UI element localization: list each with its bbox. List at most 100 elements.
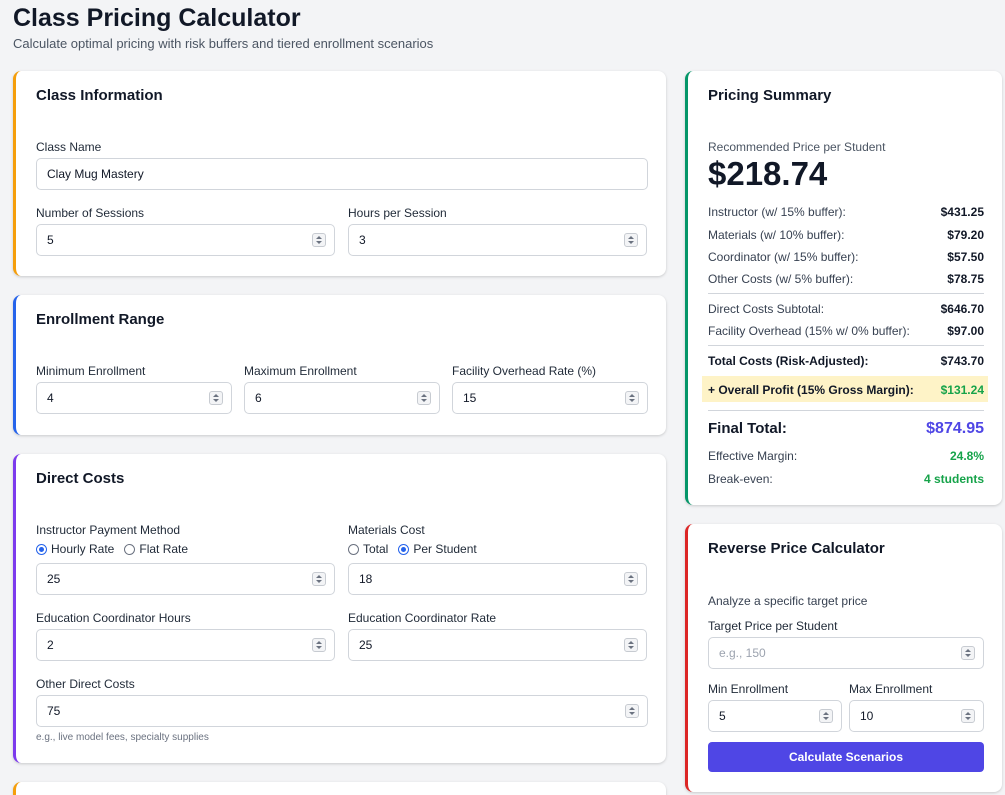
class-name-label: Class Name — [36, 140, 102, 154]
flat-rate-label: Flat Rate — [139, 542, 189, 556]
spinner-icon[interactable] — [625, 704, 639, 718]
target-price-placeholder: e.g., 150 — [719, 646, 766, 660]
divider — [708, 293, 984, 294]
materials-cost-group: Total Per Student — [348, 542, 477, 556]
divider — [708, 345, 984, 346]
materials-cost-row: Materials (w/ 10% buffer): $79.20 — [708, 228, 984, 242]
class-name-input[interactable]: Clay Mug Mastery — [36, 158, 648, 190]
coordinator-rate-input[interactable]: 25 — [348, 629, 647, 661]
row-value: $431.25 — [940, 205, 984, 219]
spinner-icon[interactable] — [209, 391, 223, 405]
max-enrollment-input[interactable]: 6 — [244, 382, 440, 414]
row-label: Coordinator (w/ 15% buffer): — [708, 250, 859, 264]
max-enrollment-value: 6 — [255, 391, 262, 405]
target-price-input[interactable]: e.g., 150 — [708, 637, 984, 669]
coordinator-hours-value: 2 — [47, 638, 54, 652]
page-title: Class Pricing Calculator — [13, 4, 301, 32]
final-total-row: Final Total: $874.95 — [708, 420, 984, 438]
coordinator-cost-row: Coordinator (w/ 15% buffer): $57.50 — [708, 250, 984, 264]
spinner-icon[interactable] — [624, 638, 638, 652]
max-enrollment-label: Maximum Enrollment — [244, 364, 357, 378]
hours-input[interactable]: 3 — [348, 224, 647, 256]
coordinator-rate-label: Education Coordinator Rate — [348, 611, 497, 625]
other-costs-label: Other Direct Costs — [36, 677, 135, 691]
spinner-icon[interactable] — [961, 646, 975, 660]
coordinator-rate-value: 25 — [359, 638, 373, 652]
spinner-icon[interactable] — [624, 572, 638, 586]
row-value: $78.75 — [947, 272, 984, 286]
sessions-value: 5 — [47, 233, 54, 247]
spinner-icon[interactable] — [961, 709, 975, 723]
spinner-icon[interactable] — [625, 391, 639, 405]
coordinator-hours-input[interactable]: 2 — [36, 629, 335, 661]
profit-row: + Overall Profit (15% Gross Margin): $13… — [708, 383, 984, 397]
row-label: Materials (w/ 10% buffer): — [708, 228, 845, 242]
total-costs-row: Total Costs (Risk-Adjusted): $743.70 — [708, 354, 984, 368]
hourly-rate-radio[interactable] — [36, 543, 47, 555]
card-title: Direct Costs — [36, 470, 125, 487]
reverse-min-value: 5 — [719, 709, 726, 723]
reverse-description: Analyze a specific target price — [708, 594, 868, 608]
break-even-row: Break-even: 4 students — [708, 472, 984, 486]
materials-cost-input[interactable]: 18 — [348, 563, 647, 595]
row-value: $97.00 — [947, 324, 984, 338]
sessions-input[interactable]: 5 — [36, 224, 335, 256]
per-student-label: Per Student — [413, 542, 477, 556]
overhead-rate-value: 15 — [463, 391, 477, 405]
min-enrollment-label: Minimum Enrollment — [36, 364, 146, 378]
row-label: Final Total: — [708, 420, 787, 437]
spinner-icon[interactable] — [312, 233, 326, 247]
flat-rate-radio[interactable] — [124, 543, 136, 555]
enrollment-range-card: Enrollment Range Minimum Enrollment 4 Ma… — [13, 295, 666, 435]
instructor-method-group: Hourly Rate Flat Rate — [36, 542, 188, 556]
reverse-max-enrollment-input[interactable]: 10 — [849, 700, 984, 732]
card-title: Class Information — [36, 87, 163, 104]
materials-cost-label: Materials Cost — [348, 523, 425, 537]
total-label: Total — [363, 542, 389, 556]
min-enrollment-value: 4 — [47, 391, 54, 405]
reverse-price-card: Reverse Price Calculator Analyze a speci… — [685, 524, 1002, 792]
per-student-radio[interactable] — [398, 543, 410, 555]
other-costs-hint: e.g., live model fees, specialty supplie… — [36, 732, 209, 743]
min-enrollment-label: Min Enrollment — [708, 682, 789, 696]
spinner-icon[interactable] — [312, 572, 326, 586]
instructor-cost-row: Instructor (w/ 15% buffer): $431.25 — [708, 205, 984, 219]
spinner-icon[interactable] — [624, 233, 638, 247]
instructor-rate-value: 25 — [47, 572, 61, 586]
spinner-icon[interactable] — [417, 391, 431, 405]
spinner-icon[interactable] — [312, 638, 326, 652]
instructor-rate-input[interactable]: 25 — [36, 563, 335, 595]
overhead-rate-input[interactable]: 15 — [452, 382, 648, 414]
row-label: + Overall Profit (15% Gross Margin): — [708, 383, 914, 397]
total-radio[interactable] — [348, 543, 359, 555]
hours-label: Hours per Session — [348, 206, 447, 220]
row-value: $131.24 — [940, 383, 984, 397]
max-enrollment-label: Max Enrollment — [849, 682, 933, 696]
divider — [708, 410, 984, 411]
row-label: Effective Margin: — [708, 449, 798, 463]
other-costs-value: 75 — [47, 704, 61, 718]
other-costs-input[interactable]: 75 — [36, 695, 648, 727]
facility-overhead-row: Facility Overhead (15% w/ 0% buffer): $9… — [708, 324, 984, 338]
target-price-label: Target Price per Student — [708, 619, 838, 633]
row-label: Direct Costs Subtotal: — [708, 302, 825, 316]
profit-highlight — [702, 376, 988, 402]
page-subtitle: Calculate optimal pricing with risk buff… — [13, 36, 434, 51]
next-card — [13, 782, 666, 795]
reverse-min-enrollment-input[interactable]: 5 — [708, 700, 842, 732]
card-title: Reverse Price Calculator — [708, 540, 885, 557]
pricing-summary-card: Pricing Summary Recommended Price per St… — [685, 71, 1002, 505]
calculate-scenarios-button[interactable]: Calculate Scenarios — [708, 742, 984, 772]
overhead-rate-label: Facility Overhead Rate (%) — [452, 364, 597, 378]
class-information-card: Class Information Class Name Clay Mug Ma… — [13, 71, 666, 276]
row-value: $79.20 — [947, 228, 984, 242]
row-label: Total Costs (Risk-Adjusted): — [708, 354, 869, 368]
recommended-price-label: Recommended Price per Student — [708, 140, 886, 154]
row-value: $646.70 — [940, 302, 984, 316]
row-label: Instructor (w/ 15% buffer): — [708, 205, 846, 219]
spinner-icon[interactable] — [819, 709, 833, 723]
min-enrollment-input[interactable]: 4 — [36, 382, 232, 414]
coordinator-hours-label: Education Coordinator Hours — [36, 611, 191, 625]
row-label: Facility Overhead (15% w/ 0% buffer): — [708, 324, 910, 338]
row-value: 24.8% — [949, 449, 984, 463]
